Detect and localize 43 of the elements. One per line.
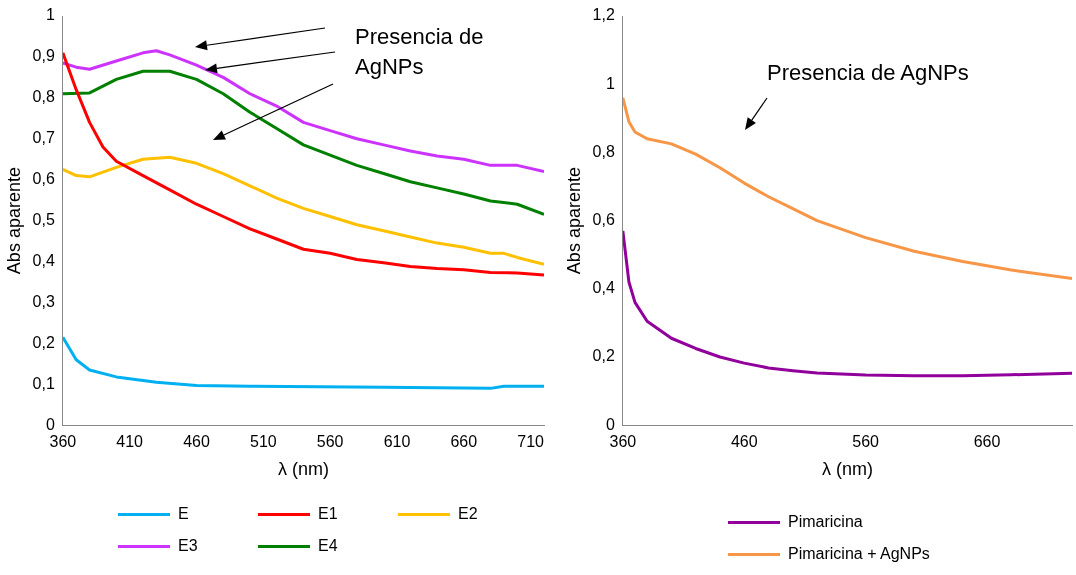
annotation: Presencia de AgNPs bbox=[767, 59, 970, 87]
x-tick-label: 360 bbox=[49, 433, 77, 451]
y-tick-label: 1 bbox=[605, 74, 615, 92]
x-tick-label: 610 bbox=[383, 433, 411, 451]
y-tick-label: 0 bbox=[605, 415, 615, 433]
y-tick-label: 0,9 bbox=[32, 47, 55, 65]
y-tick-label: 0,8 bbox=[32, 88, 55, 106]
y-tick-label: 0,1 bbox=[32, 374, 55, 392]
y-tick-label: 0,2 bbox=[32, 333, 55, 351]
legend-label: E3 bbox=[178, 537, 198, 555]
x-tick-label: 460 bbox=[730, 433, 758, 451]
x-tick-label: 460 bbox=[183, 433, 210, 451]
legend-label: E2 bbox=[458, 505, 478, 523]
x-tick-label: 410 bbox=[116, 433, 144, 451]
y-tick-label: 0,5 bbox=[32, 211, 55, 229]
y-tick-label: 0,2 bbox=[592, 347, 615, 365]
x-axis-title: λ (nm) bbox=[821, 459, 873, 480]
y-tick-label: 0,6 bbox=[592, 211, 615, 229]
y-axis-title: Abs aparente bbox=[3, 167, 24, 275]
x-axis-title: λ (nm) bbox=[277, 459, 329, 480]
y-axis-title: Abs aparente bbox=[563, 167, 584, 275]
legend-label: E4 bbox=[318, 537, 338, 555]
x-tick-label: 560 bbox=[852, 433, 880, 451]
x-tick-label: 710 bbox=[517, 433, 545, 451]
x-tick-label: 560 bbox=[316, 433, 344, 451]
legend-label: E1 bbox=[318, 505, 338, 523]
x-tick-label: 360 bbox=[609, 433, 637, 451]
y-tick-label: 0 bbox=[45, 415, 55, 433]
legend-label: E bbox=[178, 505, 189, 523]
y-tick-label: 0,3 bbox=[32, 292, 55, 310]
y-tick-label: 0,6 bbox=[32, 170, 55, 188]
y-tick-label: 1,2 bbox=[592, 6, 615, 24]
legend-label: Pimaricina bbox=[788, 513, 863, 531]
legend-label: Pimaricina + AgNPs bbox=[788, 545, 930, 563]
y-tick-label: 0,7 bbox=[32, 129, 55, 147]
y-tick-label: 0,4 bbox=[592, 279, 615, 297]
annotation: Presencia de AgNPs bbox=[355, 23, 485, 81]
y-tick-label: 0,4 bbox=[32, 251, 55, 269]
x-tick-label: 510 bbox=[249, 433, 277, 451]
x-tick-label: 660 bbox=[973, 433, 1001, 451]
x-tick-label: 660 bbox=[450, 433, 478, 451]
y-tick-label: 1 bbox=[45, 6, 55, 24]
y-tick-label: 0,8 bbox=[592, 142, 615, 160]
